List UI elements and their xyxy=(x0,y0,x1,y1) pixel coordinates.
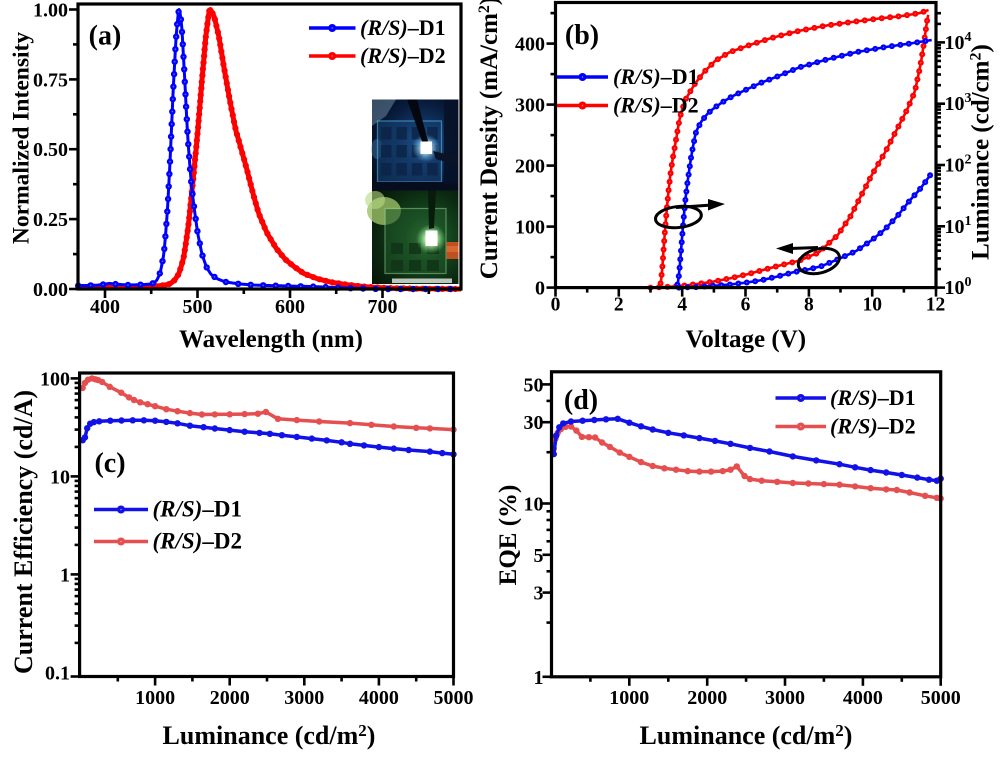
svg-text:2000: 2000 xyxy=(687,687,727,709)
svg-text:3: 3 xyxy=(534,583,544,605)
svg-text:300: 300 xyxy=(515,95,545,117)
svg-text:100: 100 xyxy=(515,217,545,239)
svg-text:2: 2 xyxy=(614,295,624,316)
svg-text:5000: 5000 xyxy=(921,687,961,709)
svg-text:(a): (a) xyxy=(89,21,122,52)
svg-text:Current Efficiency (cd/A): Current Efficiency (cd/A) xyxy=(9,390,38,674)
svg-text:Voltage (V): Voltage (V) xyxy=(686,326,807,353)
svg-text:4: 4 xyxy=(677,295,687,316)
svg-text:(R/S)–D1: (R/S)–D1 xyxy=(830,385,916,410)
svg-text:12: 12 xyxy=(926,295,946,316)
svg-text:3000: 3000 xyxy=(284,687,324,709)
svg-text:10: 10 xyxy=(862,295,882,316)
svg-text:(b): (b) xyxy=(565,20,599,51)
svg-text:0: 0 xyxy=(535,278,545,300)
svg-text:4000: 4000 xyxy=(359,687,399,709)
svg-text:5000: 5000 xyxy=(434,687,474,709)
svg-text:4000: 4000 xyxy=(843,687,883,709)
svg-text:(R/S)–D2: (R/S)–D2 xyxy=(153,529,242,554)
svg-text:(R/S)–D2: (R/S)–D2 xyxy=(360,43,446,68)
svg-text:600: 600 xyxy=(275,296,305,318)
svg-text:103: 103 xyxy=(945,91,972,115)
svg-text:3000: 3000 xyxy=(765,687,805,709)
svg-text:10: 10 xyxy=(524,494,544,516)
svg-text:(R/S)–D1: (R/S)–D1 xyxy=(360,15,446,40)
svg-text:0.50: 0.50 xyxy=(33,139,68,161)
svg-text:EQE (%): EQE (%) xyxy=(495,485,522,586)
svg-text:0.75: 0.75 xyxy=(33,69,68,91)
svg-text:400: 400 xyxy=(90,296,120,318)
svg-text:1000: 1000 xyxy=(135,687,175,709)
svg-text:(R/S)–D2: (R/S)–D2 xyxy=(830,414,916,439)
svg-text:0: 0 xyxy=(551,295,561,316)
svg-text:(R/S)–D1: (R/S)–D1 xyxy=(153,497,242,522)
svg-text:1: 1 xyxy=(534,667,544,689)
svg-text:100: 100 xyxy=(40,368,70,390)
svg-text:(R/S)–D2: (R/S)–D2 xyxy=(613,93,699,118)
svg-text:Normalized Intensity: Normalized Intensity xyxy=(9,32,35,244)
svg-text:8: 8 xyxy=(804,295,814,316)
svg-text:2000: 2000 xyxy=(210,687,250,709)
svg-text:0.1: 0.1 xyxy=(45,662,70,684)
svg-text:(R/S)–D1: (R/S)–D1 xyxy=(613,64,699,89)
svg-text:1000: 1000 xyxy=(609,687,649,709)
svg-text:Luminance (cd/m2): Luminance (cd/m2) xyxy=(640,721,853,750)
svg-text:10: 10 xyxy=(50,466,70,488)
svg-text:(d): (d) xyxy=(564,385,598,416)
svg-text:6: 6 xyxy=(741,295,751,316)
svg-text:500: 500 xyxy=(183,296,213,318)
svg-text:(c): (c) xyxy=(94,448,125,479)
svg-text:Luminance (cd/m2): Luminance (cd/m2) xyxy=(163,721,376,750)
svg-text:50: 50 xyxy=(524,374,544,396)
svg-text:700: 700 xyxy=(368,296,398,318)
svg-text:30: 30 xyxy=(524,412,544,434)
svg-text:1.00: 1.00 xyxy=(33,0,68,22)
svg-text:5: 5 xyxy=(534,545,544,567)
svg-text:Luminance (cd/cm2): Luminance (cd/cm2) xyxy=(968,44,995,260)
svg-text:0.25: 0.25 xyxy=(33,209,68,231)
svg-text:Current Density (mA/cm2): Current Density (mA/cm2) xyxy=(476,0,503,279)
svg-text:0.00: 0.00 xyxy=(33,279,68,301)
svg-text:200: 200 xyxy=(515,156,545,178)
svg-text:400: 400 xyxy=(515,34,545,56)
svg-text:Wavelength (nm): Wavelength (nm) xyxy=(179,326,363,353)
svg-text:1: 1 xyxy=(60,564,70,586)
